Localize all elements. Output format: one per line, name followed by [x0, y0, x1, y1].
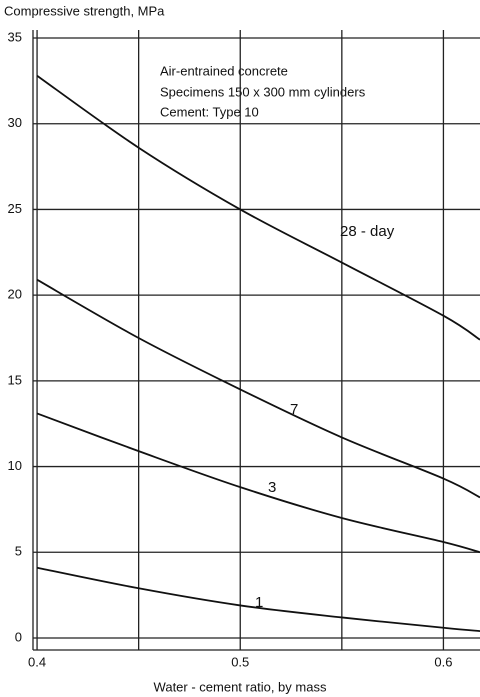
y-tick-label: 20	[8, 287, 22, 302]
x-tick-label: 0.5	[231, 654, 249, 669]
curve	[37, 280, 480, 498]
y-tick-label: 35	[8, 29, 22, 44]
x-tick-label: 0.4	[28, 654, 46, 669]
series-label: 28 - day	[340, 223, 395, 240]
chart: Compressive strength, MPa Water - cement…	[0, 0, 480, 697]
series-label: 3	[268, 479, 276, 496]
y-tick-label: 0	[15, 629, 22, 644]
x-axis-label: Water - cement ratio, by mass	[154, 679, 327, 694]
annotation: Air-entrained concrete	[160, 63, 288, 78]
y-axis-label: Compressive strength, MPa	[4, 3, 165, 18]
series-label: 1	[255, 594, 263, 611]
annotation: Specimens 150 x 300 mm cylinders	[160, 84, 366, 99]
y-tick-label: 5	[15, 544, 22, 559]
x-tick-label: 0.6	[434, 654, 452, 669]
y-tick-label: 25	[8, 201, 22, 216]
y-tick-label: 30	[8, 115, 22, 130]
y-tick-label: 15	[8, 372, 22, 387]
curve	[37, 413, 480, 552]
series-label: 7	[290, 401, 298, 418]
annotation: Cement: Type 10	[160, 104, 259, 119]
y-tick-label: 10	[8, 458, 22, 473]
